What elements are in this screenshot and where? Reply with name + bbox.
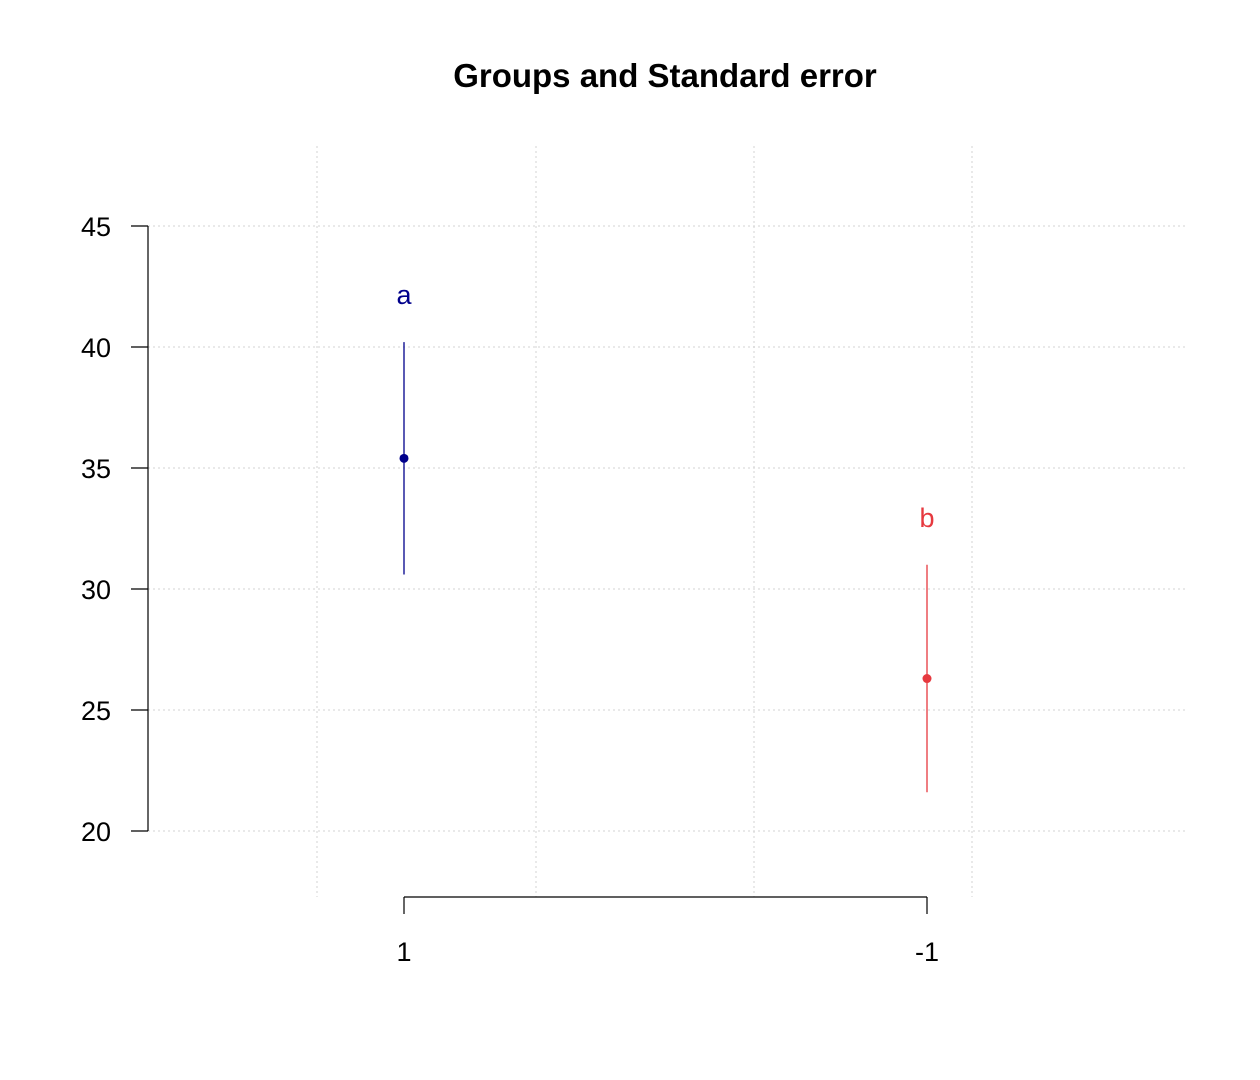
- x-tick-label: -1: [915, 937, 939, 967]
- axes: 20 25 30 35 40 45 1 -1: [81, 212, 939, 967]
- y-tick-label: 30: [81, 575, 111, 605]
- grid: [148, 146, 1186, 897]
- chart-title: Groups and Standard error: [453, 57, 877, 94]
- mean-point-2: [922, 674, 932, 684]
- group-letter-1: a: [396, 280, 412, 310]
- y-tick-label: 20: [81, 817, 111, 847]
- y-tick-label: 25: [81, 696, 111, 726]
- y-tick-label: 40: [81, 333, 111, 363]
- y-tick-label: 45: [81, 212, 111, 242]
- data-marks: ab: [396, 280, 935, 793]
- x-tick-label: 1: [396, 937, 411, 967]
- y-tick-label: 35: [81, 454, 111, 484]
- group-letter-2: b: [919, 503, 934, 533]
- mean-point-1: [399, 453, 409, 463]
